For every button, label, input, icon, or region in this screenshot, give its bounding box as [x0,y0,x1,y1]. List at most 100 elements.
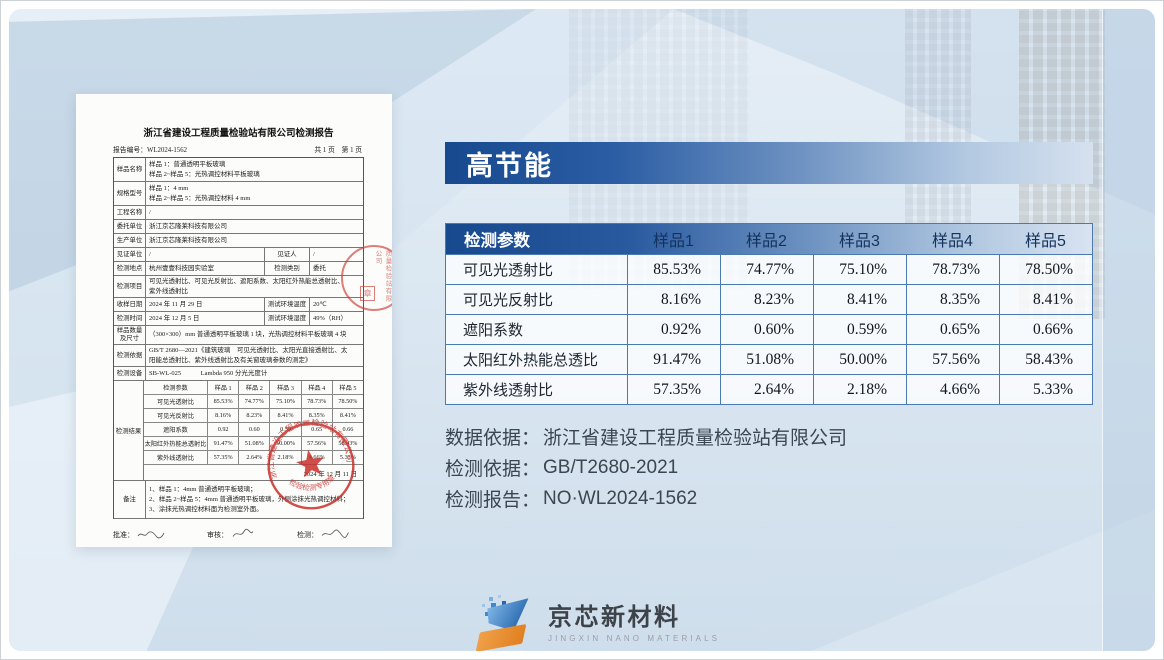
company-logo: 京芯新材料 JINGXIN NANO MATERIALS [475,595,721,651]
logo-name-en: JINGXIN NANO MATERIALS [548,634,721,643]
data-table: 检测参数 样品1 样品2 样品3 样品4 样品5 可见光透射比 85.53% 7… [445,223,1093,405]
column-header-sample4: 样品4 [932,233,973,250]
logo-name-cn: 京芯新材料 [548,604,681,631]
value-cell: 0.59% [813,315,906,344]
value-cell: 0.92% [627,315,720,344]
value-cell: 74.77% [720,255,813,284]
column-header-param: 检测参数 [464,232,530,250]
doc-result-date: 2024 年 12 月 11 日 [303,470,357,478]
value-cell: 58.43% [999,345,1092,374]
logo-mark-icon [475,595,535,651]
doc-field-label: 委托单位 [114,220,146,233]
section-title: 高节能 [466,150,553,181]
doc-field-label: 检测项目 [114,276,146,297]
doc-field-value: 委托 [313,264,326,272]
value-cell: 57.56% [906,345,999,374]
value-cell: 8.35% [906,285,999,314]
doc-inner-header: 检测参数 样品 1 样品 2 样品 3 样品 4 样品 5 [144,381,363,395]
table-row: 紫外线透射比 57.35% 2.64% 2.18% 4.66% 5.33% [446,374,1092,404]
doc-inner-row: 遮阳系数 0.92 0.60 0.59 0.65 0.66 [144,423,363,437]
column-header-sample2: 样品2 [746,233,787,250]
param-cell: 可见光反射比 [463,292,554,309]
doc-field-row: 生产单位 浙江京芯隆莱科技有限公司 [114,234,363,248]
doc-result-block: 检测结果 检测参数 样品 1 样品 2 样品 3 样品 4 样品 5 [114,381,363,481]
doc-field-label: 备注 [114,481,146,518]
test-label: 检测： [297,532,318,539]
note-line: 检测报告： NO·WL2024-1562 [445,483,847,514]
doc-field-label: 工程名称 [114,206,146,219]
doc-field-value: 浙江京芯隆莱科技有限公司 [149,222,227,230]
doc-field-row: 样品名称 样品 1：普通透明平板玻璃 样品 2~样品 5：光热调控材料平板玻璃 [114,158,363,182]
value-cell: 5.33% [999,375,1092,404]
doc-field-label: 生产单位 [114,234,146,247]
star-icon [296,449,324,478]
doc-field-label: 见证人 [264,248,310,261]
doc-result-label: 检测结果 [114,381,144,480]
svg-text:检验检测专用章: 检验检测专用章 [286,470,338,497]
doc-field-label: 检测地点 [114,262,146,275]
doc-field-value: 杭州壹壹科技园实验室 [149,264,214,272]
doc-field-value: / [149,250,151,258]
edge-seal-stamp: 质量检验站有限公司 章 [338,242,392,314]
doc-field-label: 测试环境温度 [264,298,310,311]
doc-table: 样品名称 样品 1：普通透明平板玻璃 样品 2~样品 5：光热调控材料平板玻璃 … [113,157,364,519]
note-line: 检测依据： GB/T2680-2021 [445,452,847,483]
report-document: 浙江省建设工程质量检验站有限公司检测报告 报告编号：WL2024-1562 共 … [76,94,392,547]
doc-field-value: （300×300）mm 普通透明平板玻璃 1 块，光热调控材料平板玻璃 4 块 [149,331,347,338]
value-cell: 51.08% [720,345,813,374]
review-label: 审核： [207,532,228,539]
value-cell: 0.60% [720,315,813,344]
approve-label: 批准： [113,531,134,539]
signature-scribble [321,529,349,538]
doc-field-row: 检测依据 GB/T 2680—2021《建筑玻璃 可见光透射比、太阳光直接透射比… [114,345,363,367]
doc-field-value: 49%（RH） [313,314,347,322]
doc-field-row: 检测项目 可见光透射比、可见光反射比、遮阳系数、太阳红外热能总透射比、 紫外线透… [114,276,363,298]
value-cell: 8.41% [813,285,906,314]
table-row: 可见光透射比 85.53% 74.77% 75.10% 78.73% 78.50… [446,254,1092,284]
doc-inner-row: 可见光反射比 8.16% 8.23% 8.41% 8.35% 8.41% [144,409,363,423]
signature-scribble [232,528,254,537]
value-cell: 78.50% [999,255,1092,284]
doc-field-value: 浙江京芯隆莱科技有限公司 [149,236,227,244]
doc-field-row: 检测时间 2024 年 12 月 5 日 测试环境湿度 49%（RH） [114,312,363,326]
doc-field-value: / [149,208,151,216]
doc-subline: 报告编号：WL2024-1562 共 1 页 第 1 页 [113,144,362,154]
doc-field-value: SB-WL-025 Lambda 950 分光光度计 [149,369,268,377]
doc-inner-rows: 可见光透射比 85.53% 74.77% 75.10% 78.73% 78.50… [144,395,363,465]
note-value: GB/T2680-2021 [543,456,679,478]
note-value: NO·WL2024-1562 [543,487,698,509]
table-row: 遮阳系数 0.92% 0.60% 0.59% 0.65% 0.66% [446,314,1092,344]
table-row: 可见光反射比 8.16% 8.23% 8.41% 8.35% 8.41% [446,284,1092,314]
doc-field-label: 检测时间 [114,312,146,325]
doc-title: 浙江省建设工程质量检验站有限公司检测报告 [143,128,334,139]
value-cell: 75.10% [813,255,906,284]
doc-field-row: 见证单位 / 见证人 / [114,248,363,262]
doc-field-row: 检测设备 SB-WL-025 Lambda 950 分光光度计 [114,367,363,381]
doc-field-value: 2024 年 12 月 5 日 [149,314,200,322]
doc-field-row: 委托单位 浙江京芯隆莱科技有限公司 [114,220,363,234]
doc-field-label: 检测类别 [264,262,310,275]
background-building [905,9,971,249]
doc-inner-row: 紫外线透射比 57.35% 2.64% 2.18% 4.66% 5.33% [144,451,363,465]
note-line: 数据依据： 浙江省建设工程质量检验站有限公司 [445,421,847,452]
column-header-sample5: 样品5 [1025,233,1066,250]
column-header-sample3: 样品3 [839,233,880,250]
doc-field-value: / [313,250,315,258]
company-seal-stamp: 浙江省建设工程质量检验站有限公司 检验检测专用章 [258,413,356,510]
section-title-banner: 高节能 [445,142,1093,184]
doc-field-value: 2024 年 11 月 29 日 [149,300,203,308]
doc-field-row: 样品数量及尺寸 （300×300）mm 普通透明平板玻璃 1 块，光热调控材料平… [114,326,363,345]
doc-field-label: 见证单位 [114,248,146,261]
doc-field-label: 检测设备 [114,367,146,380]
doc-field-value: GB/T 2680—2021《建筑玻璃 可见光透射比、太阳光直接透射比、太 阳能… [149,346,348,364]
doc-field-value: 样品 1：普通透明平板玻璃 样品 2~样品 5：光热调控材料平板玻璃 [149,160,260,178]
doc-field-label: 规格型号 [114,182,146,205]
signature-scribble [137,530,165,538]
doc-field-label: 收样日期 [114,298,146,311]
doc-field-row: 规格型号 样品 1：4 mm 样品 2~样品 5：光热调控材料 4 mm [114,182,363,206]
note-label: 检测依据： [445,459,541,480]
table-header-row: 检测参数 样品1 样品2 样品3 样品4 样品5 [446,224,1092,254]
reference-notes: 数据依据： 浙江省建设工程质量检验站有限公司 检测依据： GB/T2680-20… [445,421,847,514]
value-cell: 0.65% [906,315,999,344]
doc-signatures: 批准： 审核： 检测： [113,528,364,540]
